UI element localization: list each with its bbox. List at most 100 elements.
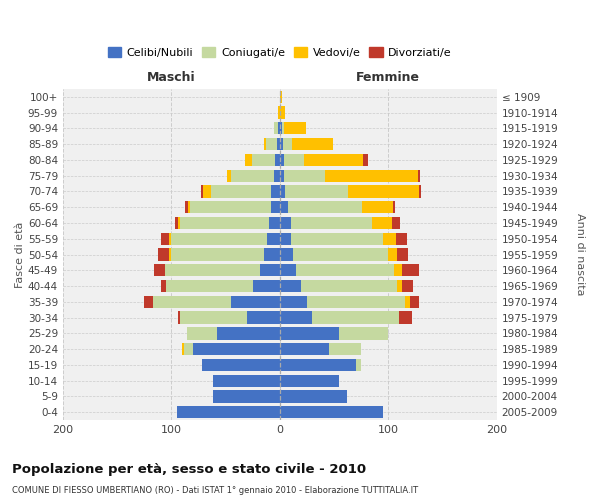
Bar: [280, 90, 282, 103]
Bar: [280, 248, 293, 260]
Bar: [212, 390, 280, 402]
Bar: [275, 154, 280, 166]
Bar: [399, 312, 412, 324]
Bar: [289, 201, 362, 213]
Bar: [290, 217, 372, 229]
Bar: [175, 217, 178, 229]
Bar: [307, 296, 404, 308]
Bar: [260, 264, 280, 276]
Bar: [296, 264, 394, 276]
Bar: [253, 280, 280, 292]
Bar: [362, 201, 392, 213]
Bar: [187, 327, 217, 340]
Bar: [190, 201, 271, 213]
Bar: [178, 217, 180, 229]
Bar: [161, 232, 169, 245]
Bar: [231, 296, 280, 308]
Bar: [280, 390, 347, 402]
Y-axis label: Anni di nascita: Anni di nascita: [575, 214, 585, 296]
Bar: [172, 248, 263, 260]
Bar: [392, 217, 400, 229]
Bar: [161, 280, 166, 292]
Bar: [188, 201, 190, 213]
Bar: [325, 170, 418, 182]
Bar: [169, 232, 172, 245]
Bar: [348, 186, 419, 198]
Bar: [203, 186, 211, 198]
Bar: [285, 186, 348, 198]
Bar: [217, 327, 280, 340]
Bar: [403, 264, 419, 276]
Bar: [280, 406, 383, 418]
Bar: [172, 232, 267, 245]
Bar: [280, 343, 329, 355]
Bar: [182, 343, 184, 355]
Bar: [313, 312, 399, 324]
Bar: [177, 406, 280, 418]
Bar: [388, 248, 397, 260]
Bar: [280, 217, 290, 229]
Bar: [418, 170, 420, 182]
Bar: [271, 186, 280, 198]
Bar: [153, 296, 231, 308]
Bar: [290, 232, 383, 245]
Bar: [284, 154, 304, 166]
Legend: Celibi/Nubili, Coniugati/e, Vedovi/e, Divorziati/e: Celibi/Nubili, Coniugati/e, Vedovi/e, Di…: [103, 42, 457, 62]
Bar: [274, 122, 278, 134]
Bar: [166, 280, 253, 292]
Bar: [144, 296, 153, 308]
Bar: [266, 138, 277, 150]
Bar: [292, 138, 333, 150]
Bar: [245, 154, 251, 166]
Text: Maschi: Maschi: [147, 71, 196, 84]
Bar: [280, 122, 282, 134]
Bar: [184, 343, 193, 355]
Bar: [280, 296, 307, 308]
Bar: [280, 312, 313, 324]
Y-axis label: Fasce di età: Fasce di età: [15, 222, 25, 288]
Bar: [180, 312, 247, 324]
Bar: [169, 248, 172, 260]
Bar: [280, 186, 285, 198]
Bar: [397, 248, 408, 260]
Bar: [280, 232, 290, 245]
Text: Popolazione per età, sesso e stato civile - 2010: Popolazione per età, sesso e stato civil…: [12, 462, 366, 475]
Bar: [278, 106, 280, 118]
Text: Femmine: Femmine: [356, 71, 420, 84]
Bar: [193, 343, 280, 355]
Bar: [263, 248, 280, 260]
Bar: [280, 264, 296, 276]
Bar: [280, 154, 284, 166]
Bar: [280, 359, 356, 371]
Bar: [404, 296, 410, 308]
Bar: [180, 217, 269, 229]
Bar: [267, 232, 280, 245]
Bar: [165, 264, 260, 276]
Bar: [301, 280, 397, 292]
Bar: [271, 201, 280, 213]
Bar: [280, 280, 301, 292]
Bar: [329, 343, 361, 355]
Bar: [202, 359, 280, 371]
Text: COMUNE DI FIESSO UMBERTIANO (RO) - Dati ISTAT 1° gennaio 2010 - Elaborazione TUT: COMUNE DI FIESSO UMBERTIANO (RO) - Dati …: [12, 486, 418, 495]
Bar: [211, 186, 271, 198]
Bar: [284, 122, 306, 134]
Bar: [280, 106, 285, 118]
Bar: [280, 374, 340, 387]
Bar: [158, 248, 169, 260]
Bar: [392, 201, 395, 213]
Bar: [280, 170, 284, 182]
Bar: [410, 296, 419, 308]
Bar: [280, 138, 283, 150]
Bar: [293, 248, 388, 260]
Bar: [200, 186, 203, 198]
Bar: [212, 374, 280, 387]
Bar: [263, 138, 266, 150]
Bar: [247, 312, 280, 324]
Bar: [283, 138, 292, 150]
Bar: [274, 170, 280, 182]
Bar: [340, 327, 388, 340]
Bar: [304, 154, 364, 166]
Bar: [397, 280, 403, 292]
Bar: [394, 264, 403, 276]
